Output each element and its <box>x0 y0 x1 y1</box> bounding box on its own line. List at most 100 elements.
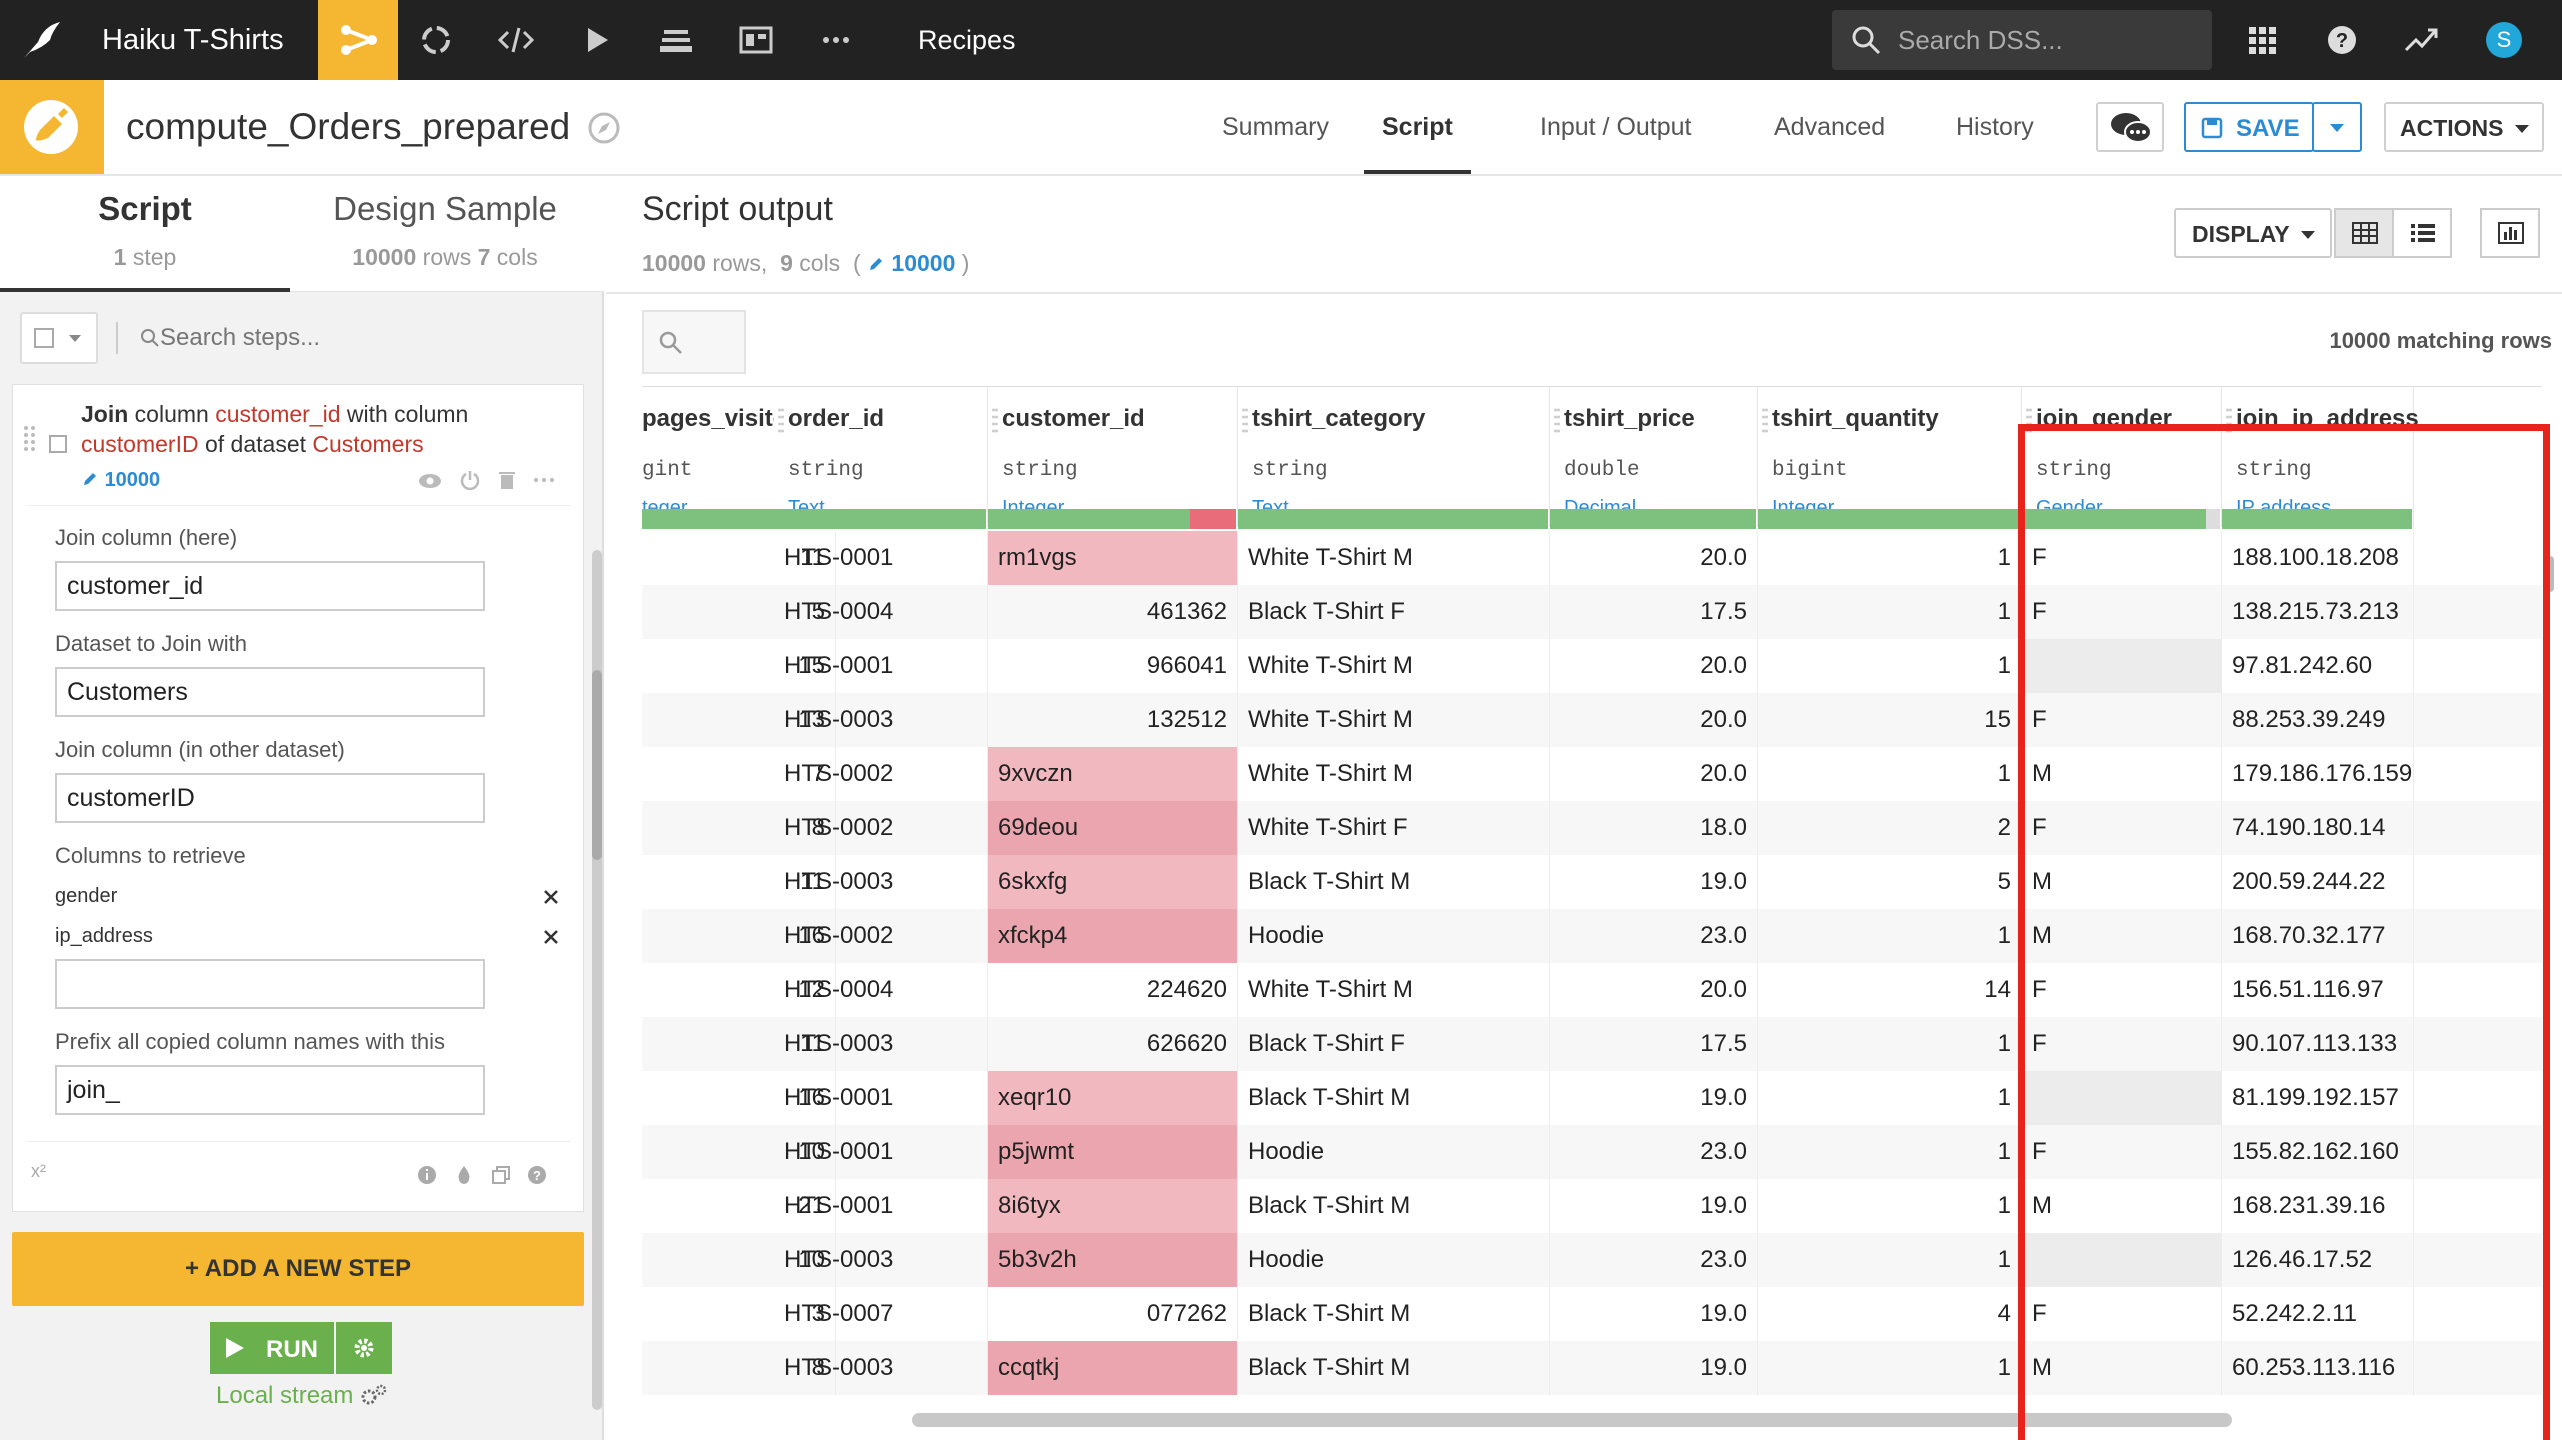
section-title[interactable]: Recipes <box>918 25 1016 55</box>
table-cell-tshirt-category[interactable]: Hoodie <box>1238 1125 1550 1179</box>
table-row[interactable]: 11 HTS-0003 6skxfg Black T-Shirt M 19.0 5 M 200… <box>642 855 2542 909</box>
actions-button[interactable]: ACTIONS <box>2384 102 2544 152</box>
select-all-checkbox[interactable] <box>34 328 54 348</box>
table-cell-join-gender[interactable] <box>2022 1071 2222 1125</box>
tab-script[interactable]: Script <box>1364 80 1471 174</box>
table-cell-join-ip-address[interactable]: 126.46.17.52 <box>2222 1233 2414 1287</box>
table-cell-pages-visited[interactable]: 21 <box>642 1179 836 1233</box>
table-row[interactable]: 16 HTS-0002 xfckp4 Hoodie 23.0 1 M 168.70.32.17… <box>642 909 2542 963</box>
table-cell-customer-id[interactable]: 966041 <box>988 639 1238 693</box>
tab-summary[interactable]: Summary <box>1222 113 1329 141</box>
table-cell-order-id[interactable]: HTS-0001 <box>774 531 988 585</box>
table-cell-tshirt-price[interactable]: 23.0 <box>1550 1233 1758 1287</box>
code-icon[interactable] <box>496 20 536 60</box>
play-icon[interactable] <box>576 20 616 60</box>
table-cell-join-gender[interactable]: F <box>2022 585 2222 639</box>
table-cell-pages-visited[interactable]: 10 <box>642 1125 836 1179</box>
table-cell-join-ip-address[interactable]: 156.51.116.97 <box>2222 963 2414 1017</box>
join-step-card[interactable]: Join column customer_id with column cust… <box>12 384 584 1212</box>
table-cell-join-ip-address[interactable]: 88.253.39.249 <box>2222 693 2414 747</box>
table-cell-customer-id[interactable]: 9xvczn <box>988 747 1238 801</box>
close-icon[interactable] <box>541 927 561 947</box>
table-cell-tshirt-category[interactable]: White T-Shirt F <box>1238 801 1550 855</box>
table-cell-order-id[interactable]: HTS-0003 <box>774 1233 988 1287</box>
table-cell-tshirt-price[interactable]: 20.0 <box>1550 747 1758 801</box>
column-header-customer-id[interactable]: customer_id string Integer <box>988 387 1238 529</box>
table-cell-join-ip-address[interactable]: 179.186.176.159 <box>2222 747 2414 801</box>
table-row[interactable]: 10 HTS-0003 5b3v2h Hoodie 23.0 1 126.46.17.52 <box>642 1233 2542 1287</box>
add-column-field[interactable] <box>55 959 485 1009</box>
column-storage-type[interactable]: string <box>1002 459 1078 482</box>
table-cell-tshirt-quantity[interactable]: 1 <box>1758 909 2022 963</box>
table-cell-customer-id[interactable]: 132512 <box>988 693 1238 747</box>
help-icon[interactable]: ? <box>527 1165 547 1185</box>
tab-history[interactable]: History <box>1956 113 2034 141</box>
table-cell-tshirt-price[interactable]: 17.5 <box>1550 1017 1758 1071</box>
table-cell-tshirt-category[interactable]: White T-Shirt M <box>1238 963 1550 1017</box>
apps-grid-icon[interactable] <box>2242 20 2282 60</box>
table-cell-join-gender[interactable]: F <box>2022 1017 2222 1071</box>
quality-bar[interactable] <box>2022 509 2220 529</box>
table-cell-join-ip-address[interactable]: 200.59.244.22 <box>2222 855 2414 909</box>
more-icon[interactable] <box>816 20 856 60</box>
drag-handle-icon[interactable] <box>992 407 998 433</box>
table-row[interactable]: 15 HTS-0001 966041 White T-Shirt M 20.0 1 97.8… <box>642 639 2542 693</box>
quality-bar[interactable] <box>988 509 1236 529</box>
table-cell-tshirt-quantity[interactable]: 14 <box>1758 963 2022 1017</box>
horizontal-scrollbar[interactable] <box>912 1413 2232 1427</box>
join-here-field[interactable]: customer_id <box>55 561 485 611</box>
table-cell-tshirt-price[interactable]: 18.0 <box>1550 801 1758 855</box>
column-storage-type[interactable]: string <box>788 459 864 482</box>
table-cell-join-ip-address[interactable]: 60.253.113.116 <box>2222 1341 2414 1395</box>
table-cell-join-gender[interactable]: F <box>2022 531 2222 585</box>
table-cell-pages-visited[interactable]: 11 <box>642 1017 836 1071</box>
tab-input-output[interactable]: Input / Output <box>1540 113 1692 141</box>
table-cell-customer-id[interactable]: xeqr10 <box>988 1071 1238 1125</box>
table-row[interactable]: 11 HTS-0001 rm1vgs White T-Shirt M 20.0 1 F 188… <box>642 531 2542 585</box>
run-button[interactable]: RUN <box>210 1322 334 1374</box>
column-storage-type[interactable]: gint <box>642 459 693 482</box>
add-step-button[interactable]: + ADD A NEW STEP <box>12 1232 584 1306</box>
table-cell-pages-visited[interactable]: 13 <box>642 693 836 747</box>
table-cell-join-ip-address[interactable]: 168.70.32.177 <box>2222 909 2414 963</box>
table-cell-tshirt-quantity[interactable]: 2 <box>1758 801 2022 855</box>
drop-icon[interactable] <box>455 1165 473 1185</box>
table-cell-tshirt-quantity[interactable]: 1 <box>1758 585 2022 639</box>
table-cell-tshirt-category[interactable]: Black T-Shirt M <box>1238 1287 1550 1341</box>
search-steps-input[interactable] <box>122 318 572 358</box>
table-cell-pages-visited[interactable]: 8 <box>642 1341 836 1395</box>
table-cell-order-id[interactable]: HTS-0003 <box>774 1341 988 1395</box>
table-cell-order-id[interactable]: HTS-0003 <box>774 693 988 747</box>
table-cell-order-id[interactable]: HTS-0001 <box>774 1071 988 1125</box>
display-dropdown[interactable]: DISPLAY <box>2174 208 2332 258</box>
activity-icon[interactable] <box>2402 20 2442 60</box>
step-checkbox[interactable] <box>49 435 67 453</box>
refresh-icon[interactable] <box>416 20 456 60</box>
table-cell-order-id[interactable]: HTS-0003 <box>774 1017 988 1071</box>
table-cell-tshirt-category[interactable]: White T-Shirt M <box>1238 693 1550 747</box>
column-name[interactable]: join_ip_address <box>2236 405 2419 432</box>
table-cell-tshirt-price[interactable]: 19.0 <box>1550 1071 1758 1125</box>
trash-icon[interactable] <box>497 469 517 491</box>
flow-button[interactable] <box>318 0 398 80</box>
table-cell-tshirt-quantity[interactable]: 1 <box>1758 747 2022 801</box>
table-cell-pages-visited[interactable]: 16 <box>642 909 836 963</box>
compass-icon[interactable] <box>586 110 622 146</box>
table-cell-tshirt-quantity[interactable]: 1 <box>1758 1179 2022 1233</box>
table-cell-customer-id[interactable]: 6skxfg <box>988 855 1238 909</box>
table-cell-pages-visited[interactable]: 11 <box>642 855 836 909</box>
avatar[interactable]: S <box>2486 22 2522 58</box>
table-cell-join-ip-address[interactable]: 81.199.192.157 <box>2222 1071 2414 1125</box>
bird-logo-icon[interactable] <box>20 18 64 62</box>
table-cell-tshirt-category[interactable]: Black T-Shirt M <box>1238 1341 1550 1395</box>
table-cell-tshirt-quantity[interactable]: 1 <box>1758 531 2022 585</box>
table-cell-tshirt-quantity[interactable]: 4 <box>1758 1287 2022 1341</box>
table-cell-customer-id[interactable]: p5jwmt <box>988 1125 1238 1179</box>
table-cell-tshirt-quantity[interactable]: 5 <box>1758 855 2022 909</box>
table-row[interactable]: 8 HTS-0002 69deou White T-Shirt F 18.0 2 F 74.1… <box>642 801 2542 855</box>
drag-handle-icon[interactable] <box>1242 407 1248 433</box>
quality-bar[interactable] <box>1758 509 2020 529</box>
column-storage-type[interactable]: string <box>2036 459 2112 482</box>
run-settings-button[interactable] <box>336 1322 392 1374</box>
table-cell-pages-visited[interactable]: 16 <box>642 1071 836 1125</box>
